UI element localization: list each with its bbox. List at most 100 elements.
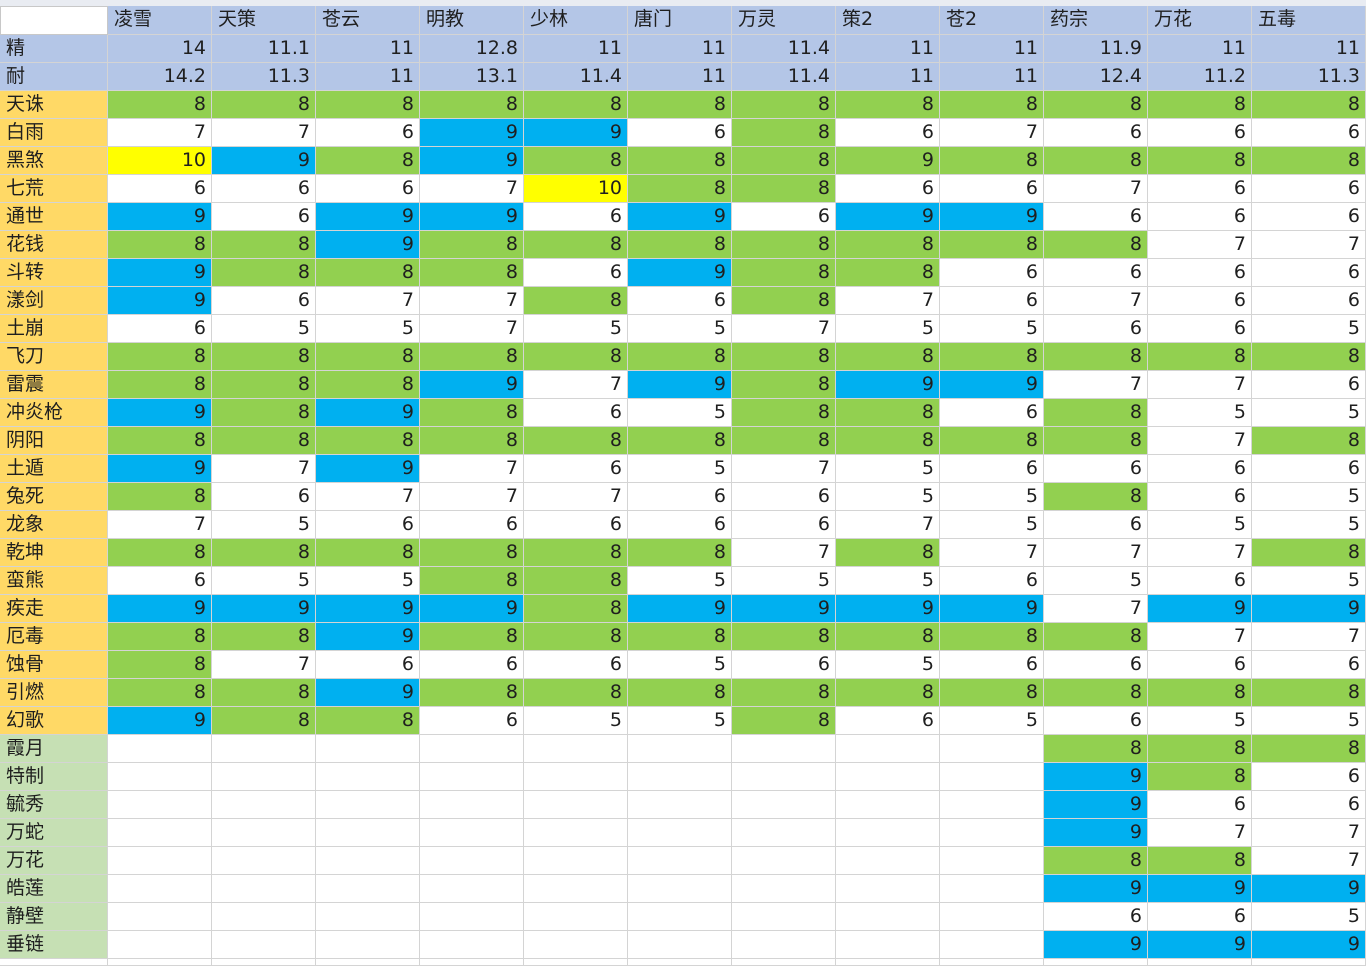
data-cell[interactable]: 6 xyxy=(1148,259,1252,287)
data-cell[interactable]: 8 xyxy=(732,679,836,707)
data-cell[interactable]: 8 xyxy=(108,231,212,259)
data-cell[interactable] xyxy=(420,791,524,819)
row-label[interactable]: 土遁 xyxy=(0,455,108,483)
data-cell[interactable]: 6 xyxy=(212,203,316,231)
data-cell[interactable]: 6 xyxy=(1148,903,1252,931)
data-cell[interactable] xyxy=(940,791,1044,819)
row-label[interactable]: 蚀骨 xyxy=(0,651,108,679)
data-cell[interactable]: 7 xyxy=(1044,371,1148,399)
data-cell[interactable]: 8 xyxy=(732,399,836,427)
data-cell[interactable]: 8 xyxy=(1148,735,1252,763)
data-cell[interactable]: 5 xyxy=(524,315,628,343)
data-cell[interactable] xyxy=(940,735,1044,763)
row-label[interactable]: 七荒 xyxy=(0,175,108,203)
data-cell[interactable]: 5 xyxy=(940,315,1044,343)
data-cell[interactable]: 8 xyxy=(732,119,836,147)
data-cell[interactable]: 9 xyxy=(108,707,212,735)
empty-cell[interactable] xyxy=(1252,959,1366,966)
data-cell[interactable]: 8 xyxy=(212,679,316,707)
data-cell[interactable]: 9 xyxy=(836,147,940,175)
data-cell[interactable] xyxy=(940,763,1044,791)
data-cell[interactable]: 9 xyxy=(940,595,1044,623)
column-header[interactable]: 天策 xyxy=(212,6,316,35)
empty-cell[interactable] xyxy=(316,959,420,966)
data-cell[interactable]: 8 xyxy=(316,427,420,455)
data-cell[interactable]: 8 xyxy=(212,427,316,455)
data-cell[interactable]: 8 xyxy=(316,259,420,287)
data-cell[interactable]: 8 xyxy=(108,91,212,119)
data-cell[interactable]: 6 xyxy=(732,203,836,231)
data-cell[interactable]: 8 xyxy=(108,539,212,567)
data-cell[interactable]: 7 xyxy=(1044,175,1148,203)
data-cell[interactable] xyxy=(836,791,940,819)
data-cell[interactable] xyxy=(732,875,836,903)
data-cell[interactable]: 9 xyxy=(212,595,316,623)
data-cell[interactable]: 9 xyxy=(1252,931,1366,959)
data-cell[interactable]: 7 xyxy=(524,483,628,511)
row-label[interactable]: 飞刀 xyxy=(0,343,108,371)
data-cell[interactable]: 7 xyxy=(1148,819,1252,847)
data-cell[interactable]: 8 xyxy=(628,427,732,455)
data-cell[interactable] xyxy=(524,735,628,763)
data-cell[interactable]: 6 xyxy=(212,483,316,511)
data-cell[interactable]: 8 xyxy=(732,147,836,175)
data-cell[interactable]: 9 xyxy=(420,119,524,147)
data-cell[interactable]: 6 xyxy=(524,651,628,679)
data-cell[interactable] xyxy=(940,931,1044,959)
stat-cell[interactable]: 11.4 xyxy=(732,35,836,63)
data-cell[interactable] xyxy=(524,819,628,847)
data-cell[interactable]: 5 xyxy=(1252,567,1366,595)
stat-cell[interactable]: 11.1 xyxy=(212,35,316,63)
data-cell[interactable]: 8 xyxy=(316,343,420,371)
data-cell[interactable]: 8 xyxy=(628,175,732,203)
data-cell[interactable]: 8 xyxy=(1044,399,1148,427)
data-cell[interactable]: 9 xyxy=(316,679,420,707)
data-cell[interactable] xyxy=(836,903,940,931)
data-cell[interactable]: 8 xyxy=(1044,483,1148,511)
data-cell[interactable]: 7 xyxy=(1148,231,1252,259)
data-cell[interactable]: 9 xyxy=(420,203,524,231)
data-cell[interactable]: 6 xyxy=(1252,763,1366,791)
data-cell[interactable] xyxy=(836,819,940,847)
data-cell[interactable]: 10 xyxy=(524,175,628,203)
data-cell[interactable]: 6 xyxy=(1148,203,1252,231)
row-label[interactable]: 白雨 xyxy=(0,119,108,147)
row-label[interactable]: 冲炎枪 xyxy=(0,399,108,427)
data-cell[interactable]: 6 xyxy=(212,287,316,315)
data-cell[interactable]: 8 xyxy=(836,259,940,287)
data-cell[interactable]: 9 xyxy=(732,595,836,623)
data-cell[interactable]: 8 xyxy=(732,623,836,651)
empty-cell[interactable] xyxy=(628,959,732,966)
empty-cell[interactable] xyxy=(524,959,628,966)
data-cell[interactable]: 8 xyxy=(212,371,316,399)
data-cell[interactable]: 6 xyxy=(732,483,836,511)
data-cell[interactable]: 9 xyxy=(1252,875,1366,903)
data-cell[interactable]: 7 xyxy=(1148,371,1252,399)
data-cell[interactable]: 7 xyxy=(1044,595,1148,623)
stat-cell[interactable]: 11.4 xyxy=(732,63,836,91)
data-cell[interactable]: 9 xyxy=(836,203,940,231)
row-label[interactable]: 蛮熊 xyxy=(0,567,108,595)
data-cell[interactable]: 8 xyxy=(1044,847,1148,875)
data-cell[interactable]: 5 xyxy=(316,315,420,343)
data-cell[interactable] xyxy=(316,819,420,847)
row-label[interactable]: 霞月 xyxy=(0,735,108,763)
data-cell[interactable] xyxy=(420,931,524,959)
row-label[interactable]: 龙象 xyxy=(0,511,108,539)
data-cell[interactable]: 8 xyxy=(836,427,940,455)
data-cell[interactable] xyxy=(732,931,836,959)
data-cell[interactable] xyxy=(316,791,420,819)
data-cell[interactable]: 8 xyxy=(1252,91,1366,119)
row-label[interactable]: 兔死 xyxy=(0,483,108,511)
data-cell[interactable]: 5 xyxy=(628,707,732,735)
data-cell[interactable]: 8 xyxy=(732,175,836,203)
data-cell[interactable]: 9 xyxy=(108,455,212,483)
data-cell[interactable]: 9 xyxy=(940,371,1044,399)
data-cell[interactable]: 5 xyxy=(940,707,1044,735)
data-cell[interactable]: 5 xyxy=(940,511,1044,539)
data-cell[interactable]: 8 xyxy=(420,259,524,287)
data-cell[interactable]: 9 xyxy=(420,371,524,399)
data-cell[interactable]: 5 xyxy=(1148,399,1252,427)
column-header[interactable]: 少林 xyxy=(524,6,628,35)
stat-cell[interactable]: 11 xyxy=(1148,35,1252,63)
